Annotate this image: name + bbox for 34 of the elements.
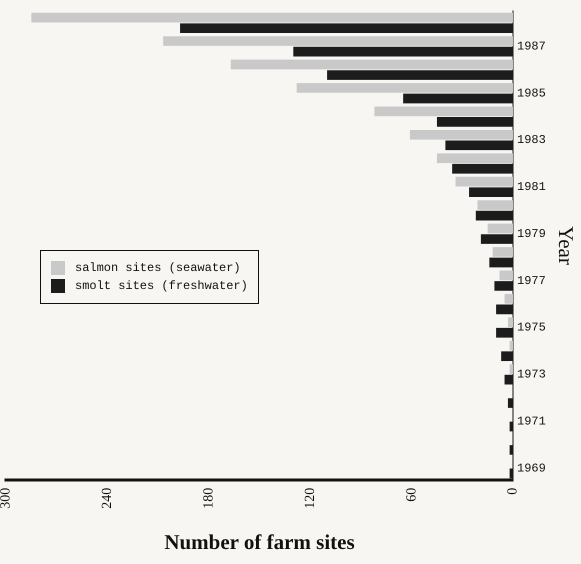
x-tick-label: 120: [302, 488, 318, 509]
y-tick-label: 1971: [516, 414, 546, 428]
x-tick-label: 180: [201, 488, 216, 509]
y-tick-label: 1973: [516, 368, 546, 382]
y-tick-label: 1977: [516, 274, 546, 288]
legend-label: salmon sites (seawater): [75, 261, 241, 275]
bar: [374, 106, 513, 116]
y-tick-label: 1981: [516, 180, 546, 194]
y-tick-label: 1975: [516, 320, 546, 335]
x-tick-label: 0: [506, 488, 521, 495]
y-tick-label: 1979: [516, 226, 546, 241]
bar: [478, 200, 513, 210]
bar: [456, 176, 513, 187]
x-tick-label: 240: [100, 488, 116, 509]
bar: [436, 153, 513, 164]
bar: [488, 224, 513, 234]
bar: [230, 60, 513, 70]
bar: [499, 270, 513, 280]
legend-label: smolt sites (freshwater): [75, 279, 248, 293]
y-tick-label: 1985: [516, 86, 546, 100]
bar: [504, 294, 513, 304]
bar: [31, 12, 513, 22]
bar: [296, 83, 513, 93]
x-tick-label: 300: [0, 488, 14, 509]
y-tick-label: 1983: [516, 133, 546, 148]
bar: [163, 36, 513, 46]
y-axis-title: Year: [554, 226, 578, 265]
y-tick-label: 1987: [516, 40, 546, 54]
bar: [510, 364, 513, 374]
bar: [492, 247, 513, 257]
x-axis-title: Number of farm sites: [164, 530, 355, 554]
y-tick-label: 1969: [516, 461, 546, 476]
x-tick-label: 60: [404, 488, 420, 502]
bar: [410, 130, 513, 140]
